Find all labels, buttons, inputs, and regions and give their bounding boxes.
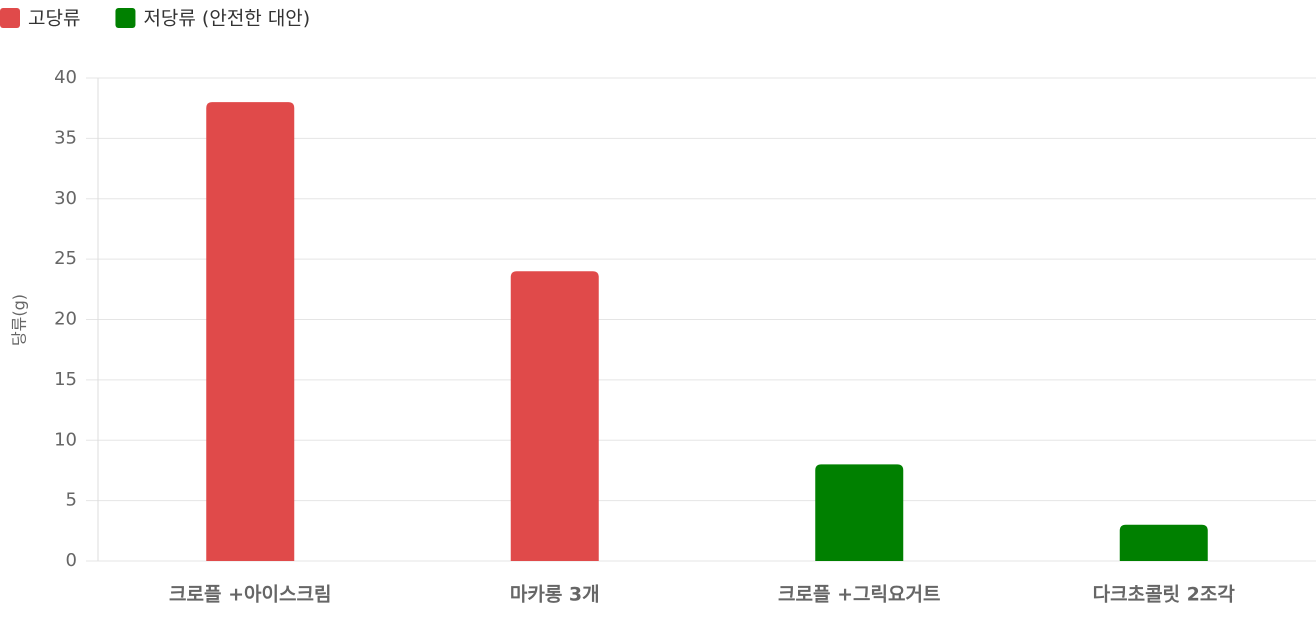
x-tick-label: 다크초콜릿 2조각 bbox=[1093, 584, 1236, 606]
y-tick-label: 10 bbox=[54, 429, 77, 450]
y-tick-label: 20 bbox=[54, 309, 77, 330]
y-tick-label: 0 bbox=[66, 550, 77, 571]
x-tick-label: 크로플 +그릭요거트 bbox=[778, 584, 940, 606]
legend-swatch bbox=[115, 8, 136, 28]
y-axis-title: 당류(g) bbox=[10, 294, 29, 346]
legend-swatch bbox=[0, 8, 20, 28]
bar bbox=[1119, 524, 1208, 561]
legend-label: 저당류 (안전한 대안) bbox=[143, 8, 310, 30]
y-tick-label: 15 bbox=[54, 369, 77, 390]
y-tick-label: 25 bbox=[54, 248, 77, 269]
y-tick-label: 30 bbox=[54, 188, 77, 209]
bar bbox=[815, 464, 904, 561]
y-tick-label: 40 bbox=[54, 67, 77, 88]
bar bbox=[510, 271, 599, 561]
y-tick-label: 35 bbox=[54, 127, 77, 148]
x-tick-label: 마카롱 3개 bbox=[510, 584, 600, 606]
legend-label: 고당류 bbox=[28, 8, 80, 30]
x-tick-label: 크로플 +아이스크림 bbox=[169, 584, 331, 606]
bar bbox=[206, 102, 295, 562]
y-tick-label: 5 bbox=[66, 490, 77, 511]
